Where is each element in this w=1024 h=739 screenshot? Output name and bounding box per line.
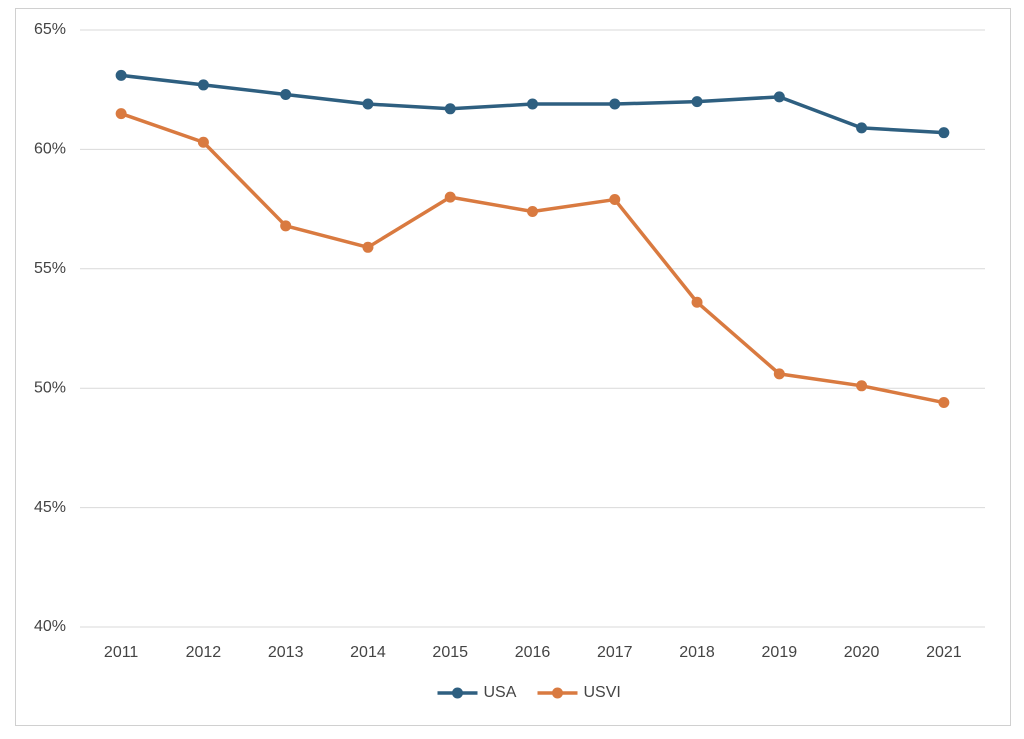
chart-border	[15, 8, 1011, 726]
y-tick-label: 50%	[34, 379, 66, 396]
x-tick-label: 2015	[432, 644, 468, 661]
data-point	[115, 108, 127, 120]
x-tick-label: 2021	[926, 644, 962, 661]
data-point	[362, 241, 374, 253]
data-point	[691, 96, 703, 108]
legend-label: USVI	[584, 684, 621, 701]
x-tick-label: 2012	[186, 644, 222, 661]
x-tick-label: 2014	[350, 644, 386, 661]
data-point	[197, 136, 209, 148]
data-point	[856, 380, 868, 392]
y-tick-label: 60%	[34, 141, 66, 158]
legend-marker	[552, 687, 563, 699]
data-point	[197, 79, 209, 91]
data-point	[280, 88, 292, 100]
data-point	[444, 191, 456, 203]
x-tick-label: 2013	[268, 644, 304, 661]
y-tick-label: 65%	[34, 21, 66, 38]
data-point	[773, 368, 785, 380]
data-point	[362, 98, 374, 110]
x-tick-label: 2016	[515, 644, 551, 661]
y-tick-label: 55%	[34, 260, 66, 277]
data-point	[609, 98, 621, 110]
data-point	[444, 103, 456, 115]
data-point	[773, 91, 785, 103]
y-tick-label: 45%	[34, 499, 66, 516]
x-tick-label: 2011	[104, 644, 139, 661]
legend-label: USA	[484, 684, 517, 701]
data-point	[115, 69, 127, 81]
x-tick-label: 2020	[844, 644, 880, 661]
data-point	[527, 98, 538, 110]
data-point	[938, 127, 950, 139]
data-point	[938, 397, 950, 409]
x-tick-label: 2019	[762, 644, 798, 661]
x-tick-label: 2018	[679, 644, 715, 661]
data-point	[691, 296, 703, 308]
x-tick-label: 2017	[597, 644, 633, 661]
legend-marker	[452, 687, 463, 699]
data-point	[280, 220, 292, 232]
data-point	[609, 194, 621, 206]
data-point	[527, 205, 538, 217]
data-point	[856, 122, 868, 134]
y-tick-label: 40%	[34, 618, 66, 635]
